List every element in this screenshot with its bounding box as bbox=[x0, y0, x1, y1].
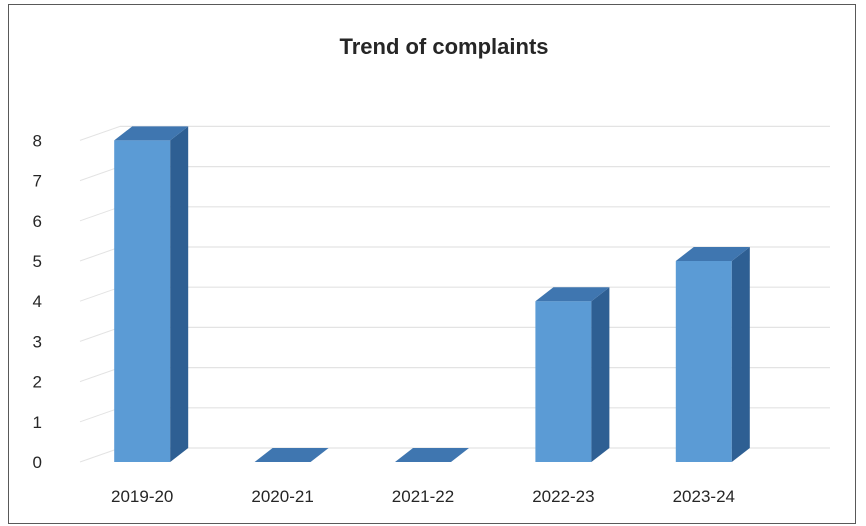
y-tick-label: 1 bbox=[33, 413, 42, 432]
gridline-depth bbox=[79, 206, 121, 222]
bar-top bbox=[675, 247, 750, 261]
y-tick-label: 8 bbox=[33, 131, 42, 150]
gridline-depth bbox=[79, 166, 121, 182]
y-tick-label: 4 bbox=[33, 292, 42, 311]
y-axis-labels: 0 1 2 3 4 5 6 7 8 bbox=[33, 131, 42, 472]
bars bbox=[114, 126, 750, 463]
y-tick-label: 7 bbox=[33, 172, 42, 191]
gridline-depth bbox=[79, 407, 121, 423]
gridline-depth bbox=[79, 246, 121, 262]
bar bbox=[395, 448, 469, 462]
gridline-depth bbox=[79, 326, 121, 342]
bar-side bbox=[731, 247, 750, 462]
bar-front bbox=[675, 261, 732, 462]
y-tick-label: 3 bbox=[33, 332, 42, 351]
bar-top bbox=[395, 448, 469, 462]
bar-top bbox=[535, 287, 610, 302]
x-tick-label: 2022-23 bbox=[532, 487, 594, 506]
chart-title: Trend of complaints bbox=[339, 34, 548, 59]
bar-top bbox=[254, 448, 329, 462]
gridline-depth bbox=[79, 125, 121, 141]
x-tick-label: 2020-21 bbox=[251, 487, 313, 506]
bar-front bbox=[114, 140, 171, 462]
y-tick-label: 2 bbox=[33, 373, 42, 392]
bar bbox=[675, 247, 750, 462]
bar bbox=[254, 448, 329, 462]
y-tick-label: 6 bbox=[33, 212, 42, 231]
bar bbox=[114, 126, 189, 463]
bar bbox=[535, 287, 610, 462]
gridline-depth bbox=[79, 447, 121, 463]
x-axis-labels: 2019-20 2020-21 2021-22 2022-23 2023-24 bbox=[111, 487, 735, 506]
bar-top bbox=[114, 126, 189, 141]
bar-front bbox=[535, 301, 592, 462]
x-tick-label: 2023-24 bbox=[673, 487, 735, 506]
y-tick-label: 5 bbox=[33, 252, 42, 271]
y-tick-label: 0 bbox=[33, 453, 42, 472]
bar-side bbox=[591, 287, 610, 462]
gridline-depth bbox=[79, 367, 121, 383]
x-tick-label: 2021-22 bbox=[392, 487, 454, 506]
gridline-depth bbox=[79, 286, 121, 302]
x-tick-label: 2019-20 bbox=[111, 487, 173, 506]
bar-side bbox=[170, 126, 189, 463]
